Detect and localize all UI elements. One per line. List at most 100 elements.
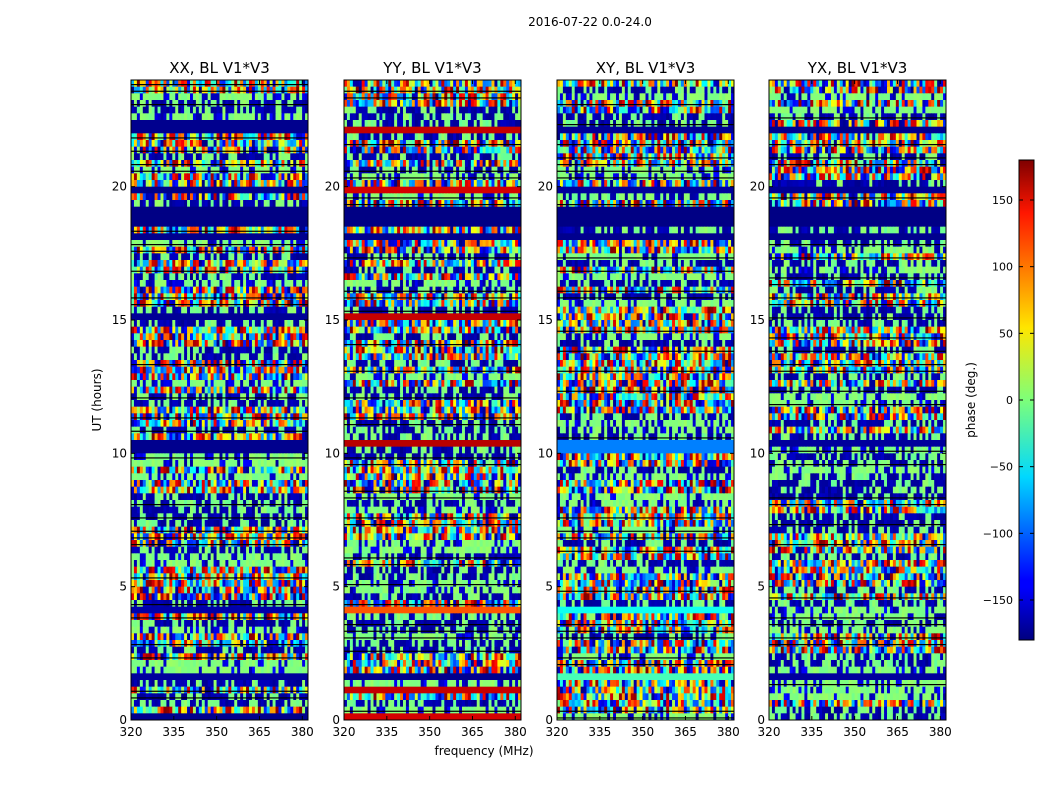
phase-cell <box>237 173 241 181</box>
phase-cell <box>166 93 170 101</box>
phase-cell <box>266 420 271 428</box>
phase-cell <box>210 493 215 501</box>
phase-cell <box>136 580 141 588</box>
phase-cell <box>219 200 224 208</box>
phase-cell <box>181 660 185 668</box>
phase-cell <box>222 486 226 494</box>
phase-cell <box>293 540 297 548</box>
phase-cell <box>190 266 194 274</box>
phase-cell <box>302 526 306 534</box>
phase-cell <box>251 553 256 561</box>
phase-cell <box>240 586 244 594</box>
phase-cell <box>187 500 191 508</box>
phase-cell <box>184 153 188 161</box>
phase-cell <box>281 340 285 348</box>
phase-cell <box>157 193 162 201</box>
phase-cell <box>198 626 203 634</box>
phase-cell <box>145 513 150 521</box>
phase-cell <box>269 640 274 648</box>
phase-cell <box>175 340 179 348</box>
phase-cell <box>257 466 262 474</box>
phase-cell <box>148 513 153 521</box>
phase-cell <box>234 586 238 594</box>
phase-cell <box>160 240 165 248</box>
phase-cell <box>192 226 197 234</box>
phase-cell <box>299 486 303 494</box>
phase-cell <box>207 620 212 628</box>
phase-cell <box>290 273 294 281</box>
phase-cell <box>231 380 235 388</box>
phase-cell <box>222 320 226 328</box>
phase-cell <box>157 600 162 608</box>
phase-cell <box>293 100 297 108</box>
phase-cell <box>225 500 229 508</box>
phase-cell <box>302 586 306 594</box>
phase-cell <box>257 660 262 668</box>
phase-cell <box>240 386 244 394</box>
phase-cell <box>302 640 306 648</box>
phase-cell <box>145 393 150 401</box>
phase-cell <box>190 406 194 414</box>
phase-cell <box>163 333 167 341</box>
phase-cell <box>222 706 226 714</box>
phase-cell <box>207 653 212 661</box>
phase-cell <box>181 153 185 161</box>
phase-cell <box>251 486 256 494</box>
phase-cell <box>260 513 265 521</box>
phase-cell <box>299 353 303 361</box>
phase-cell <box>249 433 253 441</box>
phase-cell <box>175 680 179 688</box>
phase-cell <box>246 200 250 208</box>
phase-cell <box>284 546 288 554</box>
phase-cell <box>148 146 153 154</box>
phase-cell <box>251 580 256 588</box>
phase-cell <box>237 700 241 708</box>
phase-cell <box>263 360 268 368</box>
phase-cell <box>263 686 268 694</box>
phase-cell <box>169 680 173 688</box>
phase-cell <box>222 346 226 354</box>
phase-cell <box>225 666 229 674</box>
phase-cell <box>251 160 256 168</box>
phase-cell <box>302 346 306 354</box>
phase-cell <box>240 640 244 648</box>
phase-cell <box>263 400 268 408</box>
phase-cell <box>293 600 297 608</box>
phase-cell <box>257 153 262 161</box>
phase-cell <box>151 366 156 374</box>
phase-cell <box>278 640 283 648</box>
phase-cell <box>190 260 194 268</box>
phase-cell <box>219 133 224 141</box>
phase-cell <box>257 113 262 121</box>
phase-cell <box>192 140 197 148</box>
phase-cell <box>293 526 297 534</box>
phase-cell <box>254 653 259 661</box>
phase-cell <box>190 173 194 181</box>
phase-cell <box>195 566 200 574</box>
phase-cell <box>278 520 283 528</box>
phase-cell <box>234 173 238 181</box>
phase-cell <box>154 473 159 481</box>
phase-cell <box>284 593 288 601</box>
phase-cell <box>237 160 241 168</box>
phase-cell <box>216 200 221 208</box>
phase-cell <box>246 693 250 701</box>
phase-cell <box>243 580 247 588</box>
phase-cell <box>251 573 256 581</box>
phase-cell <box>272 320 277 328</box>
phase-cell <box>269 473 274 481</box>
phase-cell <box>190 680 194 688</box>
phase-cell <box>254 513 259 521</box>
phase-cell <box>175 553 179 561</box>
phase-cell <box>281 660 285 668</box>
phase-cell <box>133 333 138 341</box>
phase-cell <box>201 393 206 401</box>
phase-cell <box>166 520 170 528</box>
phase-cell <box>296 680 300 688</box>
phase-cell <box>157 400 162 408</box>
phase-cell <box>251 393 256 401</box>
phase-cell <box>222 380 226 388</box>
phase-cell <box>216 653 221 661</box>
phase-cell <box>266 166 271 174</box>
phase-cell <box>213 566 218 574</box>
